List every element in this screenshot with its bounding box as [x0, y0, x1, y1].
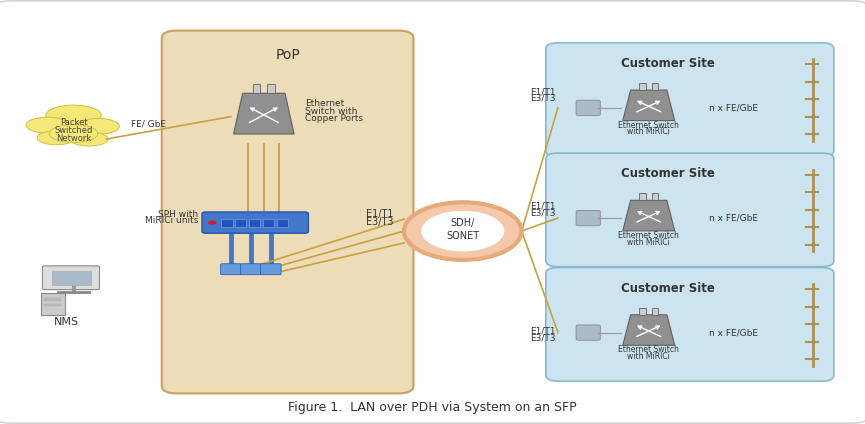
- Ellipse shape: [404, 202, 522, 260]
- FancyBboxPatch shape: [240, 264, 261, 275]
- FancyBboxPatch shape: [546, 43, 834, 156]
- Text: FE/ GbE: FE/ GbE: [131, 120, 166, 129]
- FancyBboxPatch shape: [221, 264, 241, 275]
- Ellipse shape: [70, 132, 108, 146]
- FancyBboxPatch shape: [546, 153, 834, 267]
- Bar: [267, 84, 275, 93]
- Bar: [44, 304, 61, 306]
- Ellipse shape: [46, 105, 101, 126]
- FancyBboxPatch shape: [576, 325, 600, 340]
- Text: E3/T3: E3/T3: [530, 94, 555, 103]
- Bar: [639, 83, 645, 90]
- Text: SDH/: SDH/: [451, 218, 475, 229]
- Text: with MiRICi: with MiRICi: [627, 127, 670, 137]
- Text: Packet: Packet: [60, 118, 87, 128]
- Text: MiRICi units: MiRICi units: [145, 216, 199, 225]
- Text: E1/T1: E1/T1: [366, 209, 394, 219]
- Ellipse shape: [76, 118, 119, 134]
- Bar: [249, 219, 260, 226]
- Bar: [639, 308, 645, 315]
- Text: Ethernet Switch: Ethernet Switch: [618, 120, 679, 130]
- Bar: [235, 219, 247, 226]
- Bar: [52, 271, 91, 285]
- Text: with MiRICi: with MiRICi: [627, 352, 670, 361]
- FancyBboxPatch shape: [546, 268, 834, 381]
- FancyBboxPatch shape: [576, 100, 600, 115]
- Text: SONET: SONET: [446, 231, 479, 241]
- Bar: [44, 298, 61, 301]
- Polygon shape: [623, 90, 675, 120]
- Circle shape: [208, 220, 216, 225]
- FancyBboxPatch shape: [260, 264, 281, 275]
- Bar: [652, 83, 658, 90]
- Text: E3/T3: E3/T3: [366, 217, 394, 227]
- Ellipse shape: [421, 211, 504, 251]
- Text: E3/T3: E3/T3: [530, 333, 555, 342]
- Text: Copper Ports: Copper Ports: [305, 114, 363, 123]
- Text: E1/T1: E1/T1: [530, 87, 555, 96]
- Ellipse shape: [37, 131, 75, 145]
- Bar: [253, 84, 260, 93]
- Text: Customer Site: Customer Site: [621, 167, 715, 180]
- Text: NMS: NMS: [54, 317, 80, 327]
- Text: Customer Site: Customer Site: [621, 57, 715, 70]
- Polygon shape: [234, 93, 294, 134]
- Ellipse shape: [49, 125, 98, 142]
- Text: Ethernet Switch: Ethernet Switch: [618, 345, 679, 354]
- Bar: [221, 219, 233, 226]
- Bar: [41, 293, 65, 315]
- Text: n x FE/GbE: n x FE/GbE: [709, 328, 759, 337]
- Text: E3/T3: E3/T3: [530, 208, 555, 217]
- Text: n x FE/GbE: n x FE/GbE: [709, 103, 759, 112]
- Text: SPH with: SPH with: [158, 209, 199, 219]
- Text: E1/T1: E1/T1: [530, 202, 555, 211]
- Text: Ethernet Switch: Ethernet Switch: [618, 231, 679, 240]
- Text: PoP: PoP: [275, 48, 300, 62]
- FancyBboxPatch shape: [576, 210, 600, 226]
- Text: Ethernet: Ethernet: [305, 99, 344, 109]
- Bar: [639, 193, 645, 200]
- FancyBboxPatch shape: [162, 31, 413, 393]
- Bar: [263, 219, 274, 226]
- Text: E1/T1: E1/T1: [530, 327, 555, 336]
- Bar: [277, 219, 288, 226]
- FancyBboxPatch shape: [42, 266, 99, 290]
- Text: n x FE/GbE: n x FE/GbE: [709, 214, 759, 223]
- FancyBboxPatch shape: [202, 212, 309, 233]
- Bar: [652, 308, 658, 315]
- Ellipse shape: [26, 117, 69, 133]
- Text: Customer Site: Customer Site: [621, 282, 715, 295]
- Polygon shape: [623, 315, 675, 345]
- Text: Figure 1.  LAN over PDH via System on an SFP: Figure 1. LAN over PDH via System on an …: [288, 401, 577, 413]
- Text: Network: Network: [56, 134, 91, 143]
- Bar: [652, 193, 658, 200]
- Text: Switch with: Switch with: [305, 106, 358, 116]
- Polygon shape: [623, 200, 675, 231]
- Text: with MiRICi: with MiRICi: [627, 237, 670, 247]
- Text: Switched: Switched: [54, 126, 93, 135]
